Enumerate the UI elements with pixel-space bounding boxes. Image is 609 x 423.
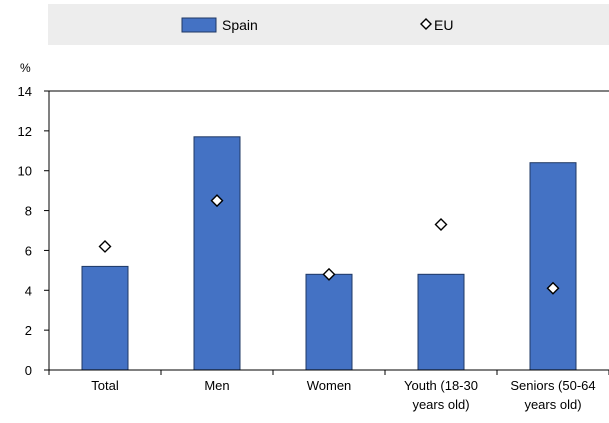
marker-eu-4 — [546, 281, 560, 295]
x-tick-label-3-0: Youth (18-30 — [404, 378, 478, 393]
legend-eu-marker — [420, 18, 432, 30]
legend-spain-label: Spain — [222, 17, 258, 33]
y-axis-unit-label: % — [20, 61, 31, 75]
x-tick-label-1-0: Men — [204, 378, 229, 393]
x-tick-label-2-0: Women — [307, 378, 352, 393]
legend-background — [48, 4, 609, 45]
legend: Spain EU — [48, 4, 609, 45]
bar-spain-4 — [529, 162, 577, 371]
y-tick-label-7: 14 — [18, 84, 32, 99]
x-tick-label-4-1: years old) — [524, 397, 581, 412]
x-tick-label-0-0: Total — [91, 378, 119, 393]
marker-eu-0 — [98, 239, 112, 253]
bar-spain-1 — [193, 136, 241, 371]
legend-spain-swatch — [181, 17, 217, 33]
y-tick-label-3: 6 — [25, 243, 32, 258]
plot-area: 0 2 4 6 8 10 12 14 Total Men Women Youth (18-30 year… — [18, 84, 609, 412]
marker-eu-2 — [322, 267, 336, 281]
y-tick-label-6: 12 — [18, 124, 32, 139]
bar-spain-3 — [417, 273, 465, 371]
y-tick-label-5: 10 — [18, 164, 32, 179]
marker-eu-1 — [210, 194, 224, 208]
marker-eu-3 — [434, 218, 448, 232]
x-tick-label-4-0: Seniors (50-64 — [510, 378, 595, 393]
bar-spain-0 — [81, 265, 129, 371]
bar-spain-2 — [305, 273, 353, 371]
y-tick-label-4: 8 — [25, 204, 32, 219]
legend-eu-label: EU — [434, 17, 453, 33]
x-tick-label-3-1: years old) — [412, 397, 469, 412]
y-tick-label-0: 0 — [25, 363, 32, 378]
y-tick-label-2: 4 — [25, 283, 32, 298]
y-tick-label-1: 2 — [25, 323, 32, 338]
